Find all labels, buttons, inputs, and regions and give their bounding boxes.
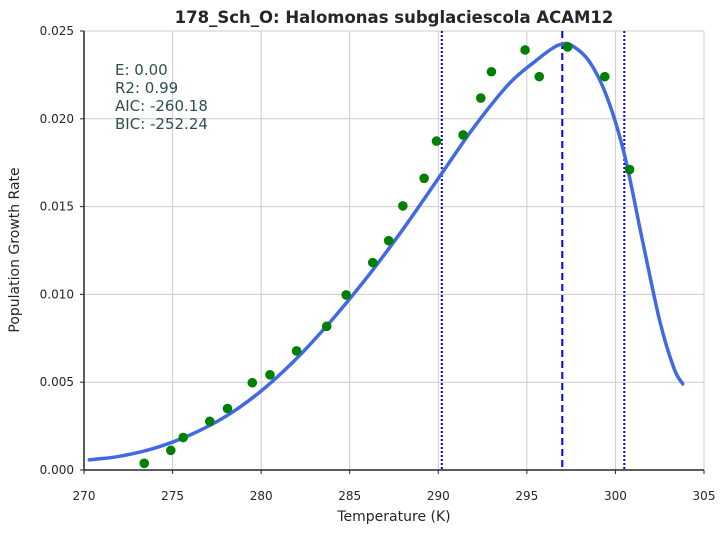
- fit-curve-layer: [87, 41, 685, 462]
- data-point: [431, 136, 442, 146]
- grid: [83, 30, 705, 471]
- data-point: [341, 290, 351, 300]
- data-point: [367, 257, 378, 268]
- x-tick-label: 285: [338, 489, 361, 503]
- data-point: [247, 377, 258, 388]
- x-tick-label: 300: [604, 489, 627, 503]
- y-axis-label: Population Growth Rate: [7, 167, 23, 332]
- stat-line: E: 0.00: [115, 61, 168, 79]
- data-point: [398, 201, 408, 211]
- data-point: [534, 71, 545, 82]
- data-points: [139, 42, 635, 469]
- data-point: [624, 164, 635, 175]
- tick-labels: 270 275 280 285 290 295 300 305 0.000 0.005 0.010 0…: [40, 24, 716, 503]
- stat-line: R2: 0.99: [115, 79, 178, 97]
- data-point: [265, 370, 275, 380]
- data-point: [291, 346, 302, 356]
- x-tick-label: 275: [161, 489, 184, 503]
- x-tick-label: 290: [427, 489, 450, 503]
- x-tick-label: 280: [250, 489, 273, 503]
- data-point: [458, 130, 468, 140]
- data-point: [139, 458, 150, 469]
- x-tick-label: 295: [515, 489, 538, 503]
- data-point: [562, 42, 573, 52]
- stat-line: BIC: -252.24: [115, 115, 208, 133]
- y-tick-label: 0.025: [40, 24, 74, 38]
- x-tick-label: 305: [693, 489, 716, 503]
- axes: [80, 30, 705, 474]
- x-tick-label: 270: [73, 489, 96, 503]
- data-point: [178, 432, 188, 443]
- data-point: [383, 235, 394, 246]
- data-point: [419, 173, 429, 184]
- x-axis-label: Temperature (K): [336, 509, 450, 525]
- y-tick-label: 0.020: [40, 112, 74, 126]
- y-tick-label: 0.010: [40, 287, 74, 301]
- reference-lines: [440, 31, 626, 470]
- data-point: [520, 45, 530, 55]
- y-tick-label: 0.005: [40, 375, 74, 389]
- data-point: [600, 71, 610, 82]
- data-point: [321, 321, 332, 332]
- data-point: [166, 445, 176, 456]
- data-point: [222, 403, 233, 414]
- data-point: [204, 416, 215, 427]
- data-point: [476, 93, 486, 103]
- stat-line: AIC: -260.18: [115, 97, 208, 115]
- data-point: [486, 66, 497, 77]
- fit-curve: [87, 41, 685, 462]
- chart-title: 178_Sch_O: Halomonas subglaciescola ACAM…: [175, 8, 614, 27]
- y-tick-label: 0.015: [40, 200, 74, 214]
- y-tick-label: 0.000: [40, 463, 74, 477]
